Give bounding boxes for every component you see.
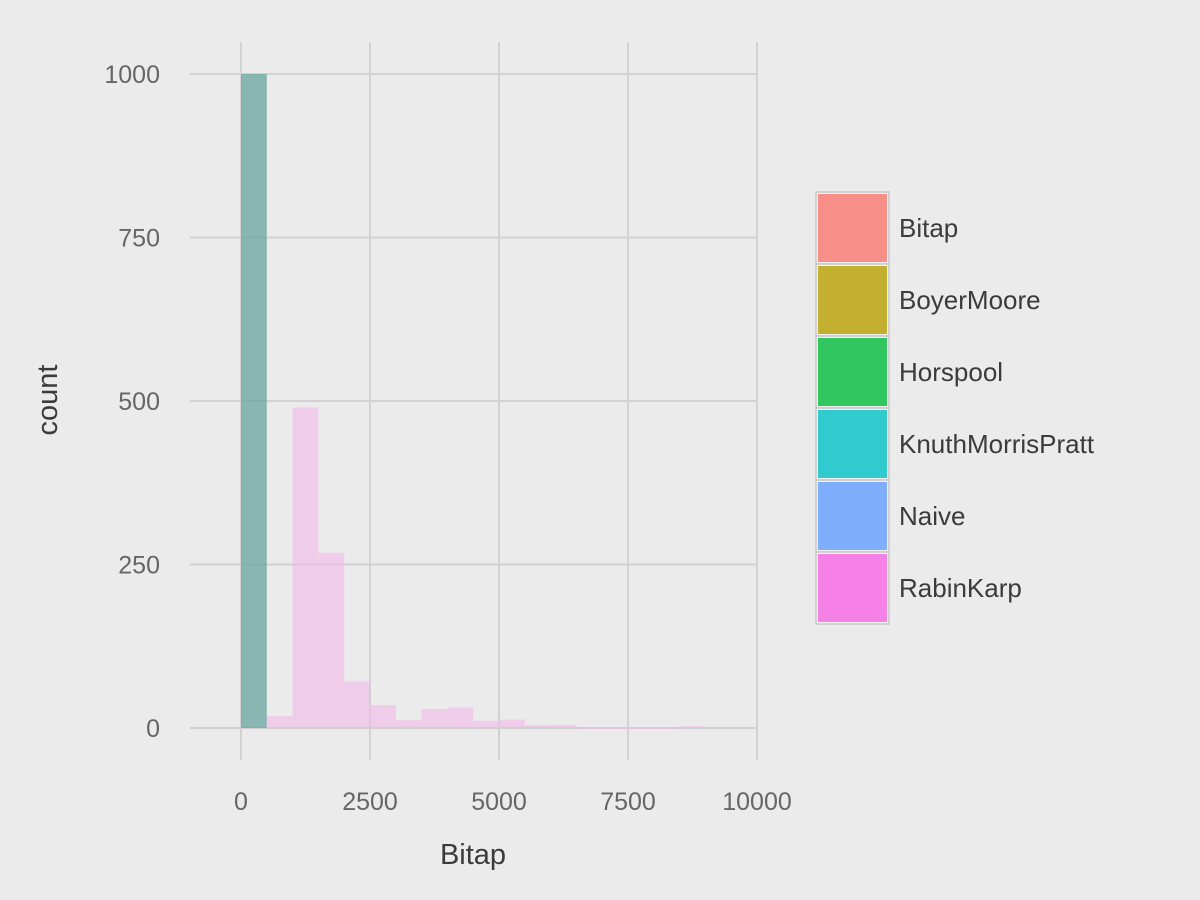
legend-item-rabinkarp: RabinKarp	[815, 551, 1022, 625]
histogram-bar-rabinkarp	[679, 726, 706, 728]
x-tick-label: 10000	[722, 788, 792, 816]
histogram-bar-rabinkarp	[576, 727, 603, 729]
y-tick-label: 500	[118, 388, 160, 416]
legend-swatch	[818, 482, 887, 550]
histogram-bar-rabinkarp	[653, 727, 680, 729]
legend-swatch	[818, 266, 887, 334]
histogram-bar-rabinkarp	[602, 727, 628, 729]
legend-label: Bitap	[899, 213, 958, 243]
histogram-bar-rabinkarp	[473, 720, 499, 728]
legend-item-naive: Naive	[815, 479, 965, 553]
legend-swatch	[818, 554, 887, 622]
legend: Bitap BoyerMoore Horspool KnuthMorrisPratt N…	[815, 191, 1095, 625]
legend-label: Naive	[899, 501, 965, 531]
x-tick-label: 5000	[471, 788, 527, 816]
legend-label: BoyerMoore	[899, 285, 1041, 315]
histogram-bar-rabinkarp	[550, 724, 577, 728]
y-axis-title: count	[32, 365, 64, 436]
histogram-bar-rabinkarp	[318, 552, 345, 728]
histogram-bar-rabinkarp	[266, 716, 293, 728]
y-axis-tick-labels: 0 250 500 750 1000	[104, 61, 160, 743]
legend-item-bitap: Bitap	[815, 191, 958, 265]
y-tick-label: 0	[146, 715, 160, 743]
x-tick-label: 2500	[342, 788, 398, 816]
legend-item-horspool: Horspool	[815, 335, 1003, 409]
legend-item-boyermoore: BoyerMoore	[815, 263, 1041, 337]
legend-swatch	[818, 194, 887, 262]
histogram-bar-rabinkarp	[628, 727, 654, 729]
legend-swatch	[818, 410, 887, 478]
histogram-bar-rabinkarp	[344, 681, 370, 728]
legend-item-knuthmorrispratt: KnuthMorrisPratt	[815, 407, 1095, 481]
histogram-bar-rabinkarp	[370, 705, 396, 728]
histogram-bar-rabinkarp	[524, 725, 551, 728]
legend-swatch	[818, 338, 887, 406]
legend-label: KnuthMorrisPratt	[899, 429, 1095, 459]
x-tick-label: 7500	[600, 788, 656, 816]
x-tick-label: 0	[234, 788, 248, 816]
histogram-bar-rabinkarp	[395, 720, 422, 728]
legend-label: Horspool	[899, 357, 1003, 387]
x-axis-title: Bitap	[440, 839, 506, 871]
legend-label: RabinKarp	[899, 573, 1022, 603]
histogram-bar-rabinkarp	[499, 719, 525, 728]
histogram-bar-rabinkarp	[421, 709, 448, 728]
x-axis-tick-labels: 0 2500 5000 7500 10000	[234, 788, 792, 816]
y-tick-label: 750	[118, 225, 160, 253]
y-tick-label: 250	[118, 552, 160, 580]
histogram-bars	[241, 74, 706, 729]
histogram-bar-knuthmorrispratt	[241, 74, 267, 728]
histogram-bar-rabinkarp	[447, 707, 474, 728]
y-tick-label: 1000	[104, 61, 160, 89]
histogram-bar-rabinkarp	[292, 407, 319, 728]
